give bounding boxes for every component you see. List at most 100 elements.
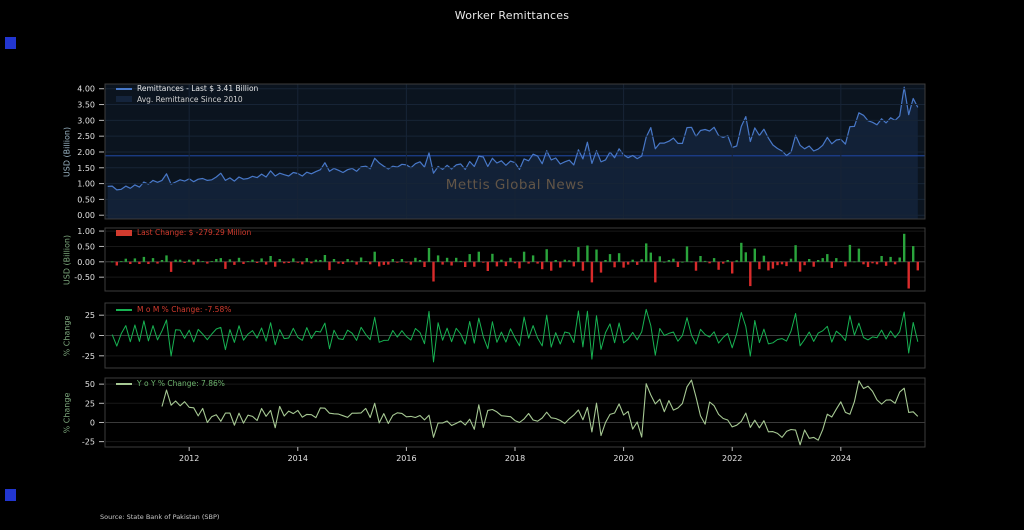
change-bar-up	[821, 258, 824, 262]
change-bar-down	[708, 261, 711, 264]
change-bar-down	[441, 261, 444, 265]
ytick-label: 25	[85, 399, 95, 408]
change-bar-down	[572, 261, 575, 267]
blue-accent-bottom	[5, 489, 16, 501]
ytick-label: 0.00	[77, 258, 95, 267]
change-bar-down	[798, 261, 802, 272]
change-bar-down	[233, 261, 236, 265]
change-bar-up	[617, 253, 621, 262]
legend-mom-row: M o M % Change: -7.58%	[116, 306, 231, 314]
change-bar-up	[898, 257, 901, 262]
change-bar-down	[450, 261, 453, 266]
change-bar-up	[663, 261, 666, 263]
change-bar-down	[156, 261, 159, 264]
change-bar-down	[559, 261, 562, 268]
remittances-area	[107, 87, 918, 219]
change-bar-down	[310, 261, 313, 264]
ytick-label: 0.50	[77, 195, 95, 204]
change-bar-down	[518, 261, 521, 269]
change-bar-up	[436, 255, 440, 262]
ytick-label: -0.50	[74, 273, 95, 282]
legend-remittances-line-row: Remittances - Last $ 3.41 Billion	[116, 85, 258, 93]
change-bar-down	[907, 261, 910, 289]
ytick-label: 0	[90, 332, 95, 341]
change-bar-down	[771, 261, 775, 269]
change-bar-up	[246, 261, 250, 262]
change-bar-down	[749, 261, 752, 287]
change-bar-up	[857, 248, 861, 262]
change-bar-up	[509, 257, 512, 262]
change-bar-up	[762, 255, 766, 262]
watermark: Mettis Global News	[445, 177, 585, 193]
change-bar-up	[445, 257, 449, 262]
change-bar-down	[527, 261, 530, 264]
change-bar-down	[731, 261, 734, 274]
ytick-label: -25	[82, 438, 95, 447]
legend-average-label: Avg. Remittance Since 2010	[137, 94, 243, 104]
legend-yoy-row: Y o Y % Change: 7.86%	[116, 380, 225, 388]
change-bar-down	[550, 261, 553, 271]
x-axis: 2012 2014 2016 2018 2020 2022 2024	[179, 447, 851, 463]
change-bar-down	[622, 261, 625, 268]
legend-yoy: Y o Y % Change: 7.86%	[116, 380, 225, 388]
change-bar-down	[355, 261, 358, 265]
change-bar-down	[409, 261, 413, 265]
change-bar-down	[405, 261, 408, 263]
yaxis-label-yoy: % Change	[62, 392, 72, 434]
change-bar-up	[645, 243, 648, 262]
change-bar-up	[346, 259, 349, 262]
panel-frame-1	[104, 227, 926, 292]
xtick-label: 2024	[831, 454, 851, 463]
change-bar-down	[274, 261, 277, 267]
change-bar-up	[685, 246, 689, 262]
change-bar-up	[142, 256, 146, 262]
change-bar-up	[563, 259, 566, 262]
xtick-label: 2016	[396, 454, 416, 463]
change-bar-down	[129, 261, 132, 264]
change-bar-down	[694, 261, 698, 271]
change-bar-up	[608, 254, 612, 262]
change-bar-down	[482, 261, 485, 263]
change-bar-down	[785, 261, 788, 267]
legend-change: Last Change: $ -279.29 Million	[116, 229, 251, 237]
chart-title: Worker Remittances	[454, 9, 570, 22]
change-bar-down	[830, 261, 833, 268]
legend-average-row: Avg. Remittance Since 2010	[116, 94, 258, 104]
change-bar-down	[341, 261, 345, 264]
change-bar-up	[577, 247, 580, 262]
change-bar-up	[459, 260, 462, 262]
xtick-label: 2012	[179, 454, 199, 463]
change-bar-up	[889, 256, 892, 262]
change-bar-up	[400, 259, 404, 262]
change-bar-up	[269, 256, 272, 262]
yoy-line	[161, 379, 919, 446]
change-bar-up	[165, 255, 168, 262]
change-bar-up	[690, 261, 693, 263]
change-bar-down	[717, 261, 720, 270]
change-bar-up	[418, 260, 422, 262]
change-bar-down	[862, 261, 865, 265]
panel-grid-3: 50 25 0 -25	[82, 380, 925, 447]
change-bar-up	[210, 261, 213, 262]
change-bar-up	[658, 256, 661, 262]
xtick-label: 2022	[722, 454, 742, 463]
change-bar-up	[667, 260, 671, 262]
panel-grid-0: 4.00 3.50 3.00 2.50 2.00 1.50 1.00 0.50 0.00	[77, 84, 925, 220]
change-bar-down	[287, 261, 290, 263]
change-bar-up	[455, 257, 458, 262]
change-bar-up	[124, 258, 127, 262]
change-bar-up	[260, 258, 263, 262]
ytick-label: 0.00	[77, 211, 95, 220]
change-bar-up	[332, 259, 336, 262]
change-bar-down	[224, 261, 227, 269]
change-bar-down	[654, 261, 657, 283]
change-bar-down	[486, 261, 489, 271]
change-bar-down	[192, 261, 195, 265]
ytick-label: 50	[85, 380, 95, 389]
xtick-label: 2014	[288, 454, 308, 463]
yaxis-label-remittances: USD (Billion)	[62, 126, 72, 178]
change-bar-up	[237, 257, 241, 262]
change-bar-up	[477, 251, 480, 262]
change-bar-up	[215, 259, 218, 262]
